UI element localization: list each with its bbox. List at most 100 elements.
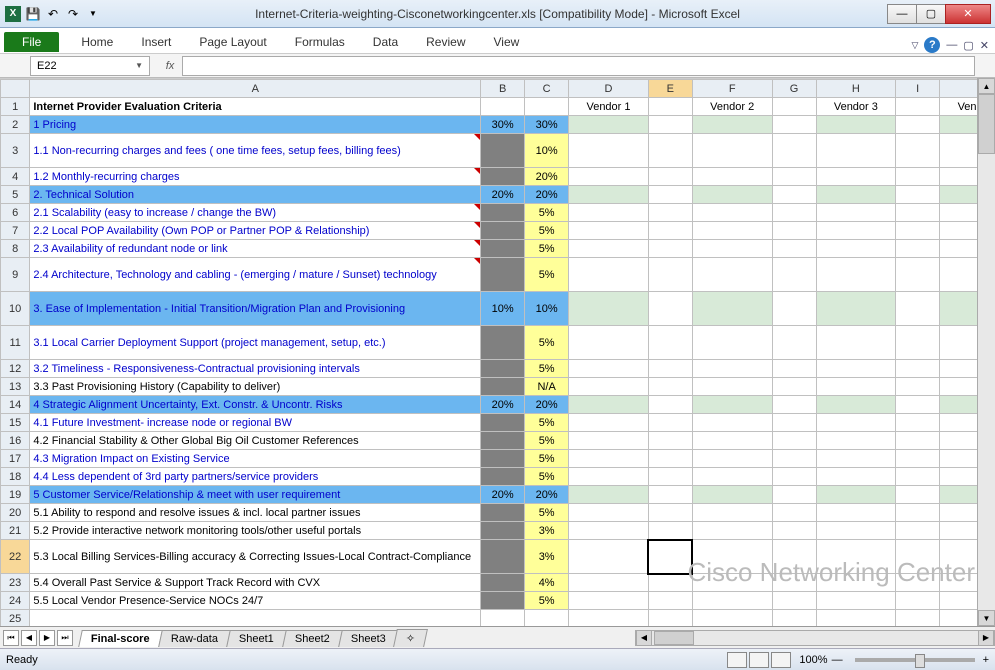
sheet-tab-sheet1[interactable]: Sheet1 bbox=[226, 630, 286, 647]
cell-H3[interactable] bbox=[816, 134, 896, 168]
cell-G2[interactable] bbox=[772, 116, 816, 134]
scroll-left-button[interactable]: ◀ bbox=[636, 631, 652, 645]
row-header-20[interactable]: 20 bbox=[1, 504, 30, 522]
cell-F7[interactable] bbox=[692, 222, 772, 240]
cell-F2[interactable] bbox=[692, 116, 772, 134]
cell-D6[interactable] bbox=[569, 204, 649, 222]
row-header-23[interactable]: 23 bbox=[1, 574, 30, 592]
cell-D11[interactable] bbox=[569, 326, 649, 360]
vertical-scroll-thumb[interactable] bbox=[978, 94, 995, 154]
cell-B15[interactable] bbox=[481, 414, 525, 432]
cell-B3[interactable] bbox=[481, 134, 525, 168]
cell-C25[interactable] bbox=[525, 610, 569, 628]
cell-B13[interactable] bbox=[481, 378, 525, 396]
cell-F20[interactable] bbox=[692, 504, 772, 522]
vertical-scrollbar[interactable]: ▲ ▼ bbox=[977, 78, 995, 626]
cell-A2[interactable]: 1 Pricing bbox=[30, 116, 481, 134]
row-header-6[interactable]: 6 bbox=[1, 204, 30, 222]
ribbon-minimize-icon[interactable]: ▽ bbox=[911, 40, 918, 51]
cell-C5[interactable]: 20% bbox=[525, 186, 569, 204]
cell-B11[interactable] bbox=[481, 326, 525, 360]
excel-app-icon[interactable]: X bbox=[4, 5, 22, 23]
zoom-slider[interactable] bbox=[855, 658, 975, 662]
cell-F18[interactable] bbox=[692, 468, 772, 486]
row-header-15[interactable]: 15 bbox=[1, 414, 30, 432]
cell-C18[interactable]: 5% bbox=[525, 468, 569, 486]
column-header-G[interactable]: G bbox=[772, 80, 816, 98]
cell-D14[interactable] bbox=[569, 396, 649, 414]
cell-I11[interactable] bbox=[896, 326, 940, 360]
column-header-E[interactable]: E bbox=[648, 80, 692, 98]
cell-E6[interactable] bbox=[648, 204, 692, 222]
cell-I4[interactable] bbox=[896, 168, 940, 186]
cell-B8[interactable] bbox=[481, 240, 525, 258]
scroll-up-button[interactable]: ▲ bbox=[978, 78, 995, 94]
cell-C21[interactable]: 3% bbox=[525, 522, 569, 540]
name-box[interactable]: E22 ▼ bbox=[30, 56, 150, 76]
cell-F8[interactable] bbox=[692, 240, 772, 258]
sheet-tab-sheet3[interactable]: Sheet3 bbox=[338, 630, 398, 647]
cell-C7[interactable]: 5% bbox=[525, 222, 569, 240]
cell-C11[interactable]: 5% bbox=[525, 326, 569, 360]
zoom-in-button[interactable]: + bbox=[983, 654, 989, 666]
cell-D19[interactable] bbox=[569, 486, 649, 504]
cell-H1[interactable]: Vendor 3 bbox=[816, 98, 896, 116]
cell-F5[interactable] bbox=[692, 186, 772, 204]
cell-H23[interactable] bbox=[816, 574, 896, 592]
insert-sheet-button[interactable]: ✧ bbox=[393, 629, 428, 647]
cell-G25[interactable] bbox=[772, 610, 816, 628]
cell-F25[interactable] bbox=[692, 610, 772, 628]
cell-A4[interactable]: 1.2 Monthly-recurring charges bbox=[30, 168, 481, 186]
column-header-B[interactable]: B bbox=[481, 80, 525, 98]
cell-D7[interactable] bbox=[569, 222, 649, 240]
cell-A15[interactable]: 4.1 Future Investment- increase node or … bbox=[30, 414, 481, 432]
cell-I3[interactable] bbox=[896, 134, 940, 168]
cell-F24[interactable] bbox=[692, 592, 772, 610]
cell-A3[interactable]: 1.1 Non-recurring charges and fees ( one… bbox=[30, 134, 481, 168]
sheet-tab-raw-data[interactable]: Raw-data bbox=[158, 630, 231, 647]
cell-H17[interactable] bbox=[816, 450, 896, 468]
cell-H7[interactable] bbox=[816, 222, 896, 240]
cell-H5[interactable] bbox=[816, 186, 896, 204]
row-header-12[interactable]: 12 bbox=[1, 360, 30, 378]
cell-F21[interactable] bbox=[692, 522, 772, 540]
cell-B2[interactable]: 30% bbox=[481, 116, 525, 134]
cell-A20[interactable]: 5.1 Ability to respond and resolve issue… bbox=[30, 504, 481, 522]
cell-I14[interactable] bbox=[896, 396, 940, 414]
cell-I23[interactable] bbox=[896, 574, 940, 592]
cell-G21[interactable] bbox=[772, 522, 816, 540]
ribbon-tab-view[interactable]: View bbox=[480, 31, 534, 53]
cell-D5[interactable] bbox=[569, 186, 649, 204]
cell-E1[interactable] bbox=[648, 98, 692, 116]
cell-E23[interactable] bbox=[648, 574, 692, 592]
cell-B18[interactable] bbox=[481, 468, 525, 486]
column-header-D[interactable]: D bbox=[569, 80, 649, 98]
cell-C13[interactable]: N/A bbox=[525, 378, 569, 396]
row-header-4[interactable]: 4 bbox=[1, 168, 30, 186]
cell-I25[interactable] bbox=[896, 610, 940, 628]
cell-I22[interactable] bbox=[896, 540, 940, 574]
cell-F16[interactable] bbox=[692, 432, 772, 450]
row-header-11[interactable]: 11 bbox=[1, 326, 30, 360]
row-header-8[interactable]: 8 bbox=[1, 240, 30, 258]
column-header-H[interactable]: H bbox=[816, 80, 896, 98]
ribbon-tab-page-layout[interactable]: Page Layout bbox=[185, 31, 280, 53]
cell-A25[interactable] bbox=[30, 610, 481, 628]
page-break-view-button[interactable] bbox=[771, 652, 791, 668]
help-icon[interactable]: ? bbox=[924, 37, 940, 53]
cell-E22[interactable] bbox=[648, 540, 692, 574]
cell-C3[interactable]: 10% bbox=[525, 134, 569, 168]
cell-D2[interactable] bbox=[569, 116, 649, 134]
cell-C15[interactable]: 5% bbox=[525, 414, 569, 432]
cell-G24[interactable] bbox=[772, 592, 816, 610]
cell-D25[interactable] bbox=[569, 610, 649, 628]
redo-icon[interactable]: ↷ bbox=[64, 5, 82, 23]
spreadsheet-grid[interactable]: ABCDEFGHIJ 1Internet Provider Evaluation… bbox=[0, 78, 995, 638]
ribbon-tab-formulas[interactable]: Formulas bbox=[281, 31, 359, 53]
cell-I17[interactable] bbox=[896, 450, 940, 468]
cell-A8[interactable]: 2.3 Availability of redundant node or li… bbox=[30, 240, 481, 258]
cell-I5[interactable] bbox=[896, 186, 940, 204]
cell-B16[interactable] bbox=[481, 432, 525, 450]
cell-G14[interactable] bbox=[772, 396, 816, 414]
sheet-tab-sheet2[interactable]: Sheet2 bbox=[282, 630, 342, 647]
